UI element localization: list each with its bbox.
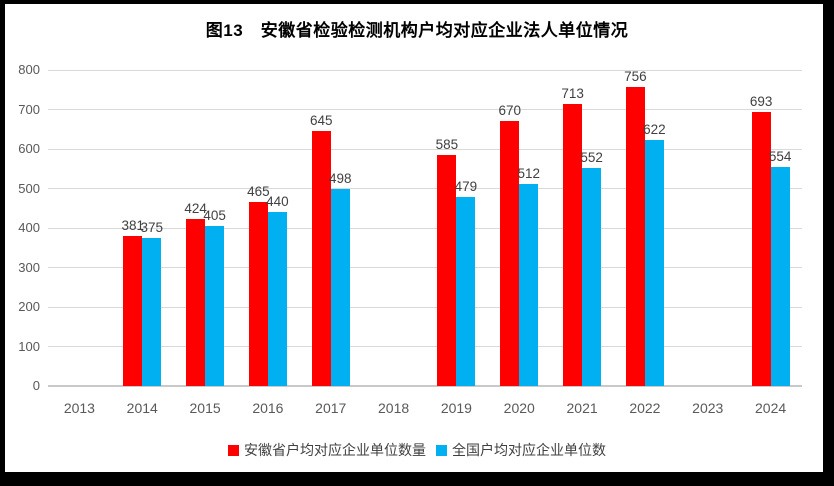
x-axis-tick-2014: 2014 [126, 400, 158, 416]
bar-anhui-2021 [563, 104, 583, 386]
x-axis-tick-2020: 2020 [503, 400, 535, 416]
x-axis-tick-2024: 2024 [755, 400, 787, 416]
x-axis-tick-2016: 2016 [252, 400, 284, 416]
y-axis-tick-800: 800 [18, 62, 40, 77]
bar-label-national-2021: 552 [580, 149, 603, 165]
bar-national-2021 [582, 167, 602, 386]
gridline-400 [48, 227, 802, 229]
chart-title: 图13 安徽省检验检测机构户均对应企业法人单位情况 [205, 21, 629, 40]
bar-national-2016 [267, 212, 287, 386]
bar-anhui-2022 [625, 87, 645, 386]
frame-border-right [823, 0, 834, 486]
bar-national-2022 [644, 140, 664, 386]
bar-label-national-2014: 375 [140, 219, 164, 235]
bar-anhui-2024 [751, 112, 771, 386]
bar-label-national-2024: 554 [768, 149, 792, 165]
gridline-600 [48, 148, 802, 150]
x-axis-tick-2022: 2022 [629, 400, 661, 416]
y-axis-tick-600: 600 [18, 141, 40, 156]
bar-label-national-2022: 622 [643, 122, 666, 138]
bar-anhui-2014 [123, 235, 143, 386]
bar-label-national-2019: 479 [454, 178, 478, 194]
legend-label-national: 全国户均对应企业单位数 [452, 442, 606, 458]
x-axis-tick-2019: 2019 [440, 400, 472, 416]
bar-national-2014 [142, 237, 162, 386]
bar-label-anhui-2017: 645 [309, 113, 333, 129]
bar-national-2024 [770, 167, 790, 386]
x-axis-tick-2023: 2023 [692, 400, 724, 416]
frame-border-top [0, 0, 834, 4]
bar-label-anhui-2021: 713 [561, 86, 584, 102]
bar-national-2015 [205, 226, 225, 386]
bar-anhui-2017 [311, 131, 331, 386]
y-axis-tick-300: 300 [18, 259, 40, 275]
bar-label-anhui-2024: 693 [749, 94, 773, 110]
bar-anhui-2015 [186, 218, 206, 386]
y-axis-tick-100: 100 [18, 338, 40, 354]
x-axis-tick-2021: 2021 [566, 400, 598, 416]
y-axis-tick-200: 200 [18, 299, 40, 314]
bar-label-anhui-2015: 424 [184, 200, 207, 216]
bar-label-anhui-2016: 465 [247, 184, 270, 200]
x-axis-tick-2018: 2018 [378, 400, 410, 416]
bar-label-national-2020: 512 [517, 165, 541, 181]
x-axis-tick-2013: 2013 [63, 400, 95, 416]
bar-label-national-2017: 498 [328, 171, 352, 187]
bar-anhui-2016 [248, 202, 268, 386]
legend-item-anhui: 安徽省户均对应企业单位数量 [228, 440, 426, 460]
bar-anhui-2019 [437, 154, 457, 386]
y-axis-tick-400: 400 [18, 220, 40, 235]
bar-national-2017 [330, 189, 350, 386]
legend-item-national: 全国户均对应企业单位数 [436, 440, 606, 460]
x-axis-line [48, 385, 802, 387]
gridline-700 [48, 109, 802, 110]
gridline-200 [48, 306, 802, 308]
bar-anhui-2020 [500, 121, 520, 386]
gridline-300 [48, 267, 802, 268]
legend-swatch-red-icon [228, 444, 239, 456]
bar-label-national-2016: 440 [266, 194, 289, 210]
y-axis-tick-0: 0 [32, 378, 40, 393]
bar-label-anhui-2022: 756 [624, 69, 647, 85]
x-axis-tick-2015: 2015 [189, 400, 221, 416]
gridline-500 [48, 188, 802, 189]
frame-border-bottom [0, 472, 834, 486]
bar-national-2019 [456, 196, 476, 386]
y-axis-tick-500: 500 [18, 180, 40, 196]
bar-label-anhui-2020: 670 [498, 103, 522, 119]
legend-swatch-blue-icon [436, 444, 447, 456]
bar-label-national-2015: 405 [203, 208, 226, 224]
bar-label-anhui-2019: 585 [435, 136, 459, 152]
bar-national-2020 [519, 183, 539, 386]
gridline-800 [48, 69, 802, 71]
gridline-100 [48, 346, 802, 347]
frame-border-left [0, 0, 5, 486]
bar-label-anhui-2014: 381 [121, 217, 145, 233]
legend: 安徽省户均对应企业单位数量 全国户均对应企业单位数 [0, 440, 834, 460]
legend-label-anhui: 安徽省户均对应企业单位数量 [244, 442, 426, 458]
y-axis-tick-700: 700 [18, 101, 40, 117]
plot-area: 0 100 200 300 400 500 600 700 800 2013 2014 381 375 2… [18, 62, 802, 416]
x-axis-tick-2017: 2017 [315, 400, 347, 416]
